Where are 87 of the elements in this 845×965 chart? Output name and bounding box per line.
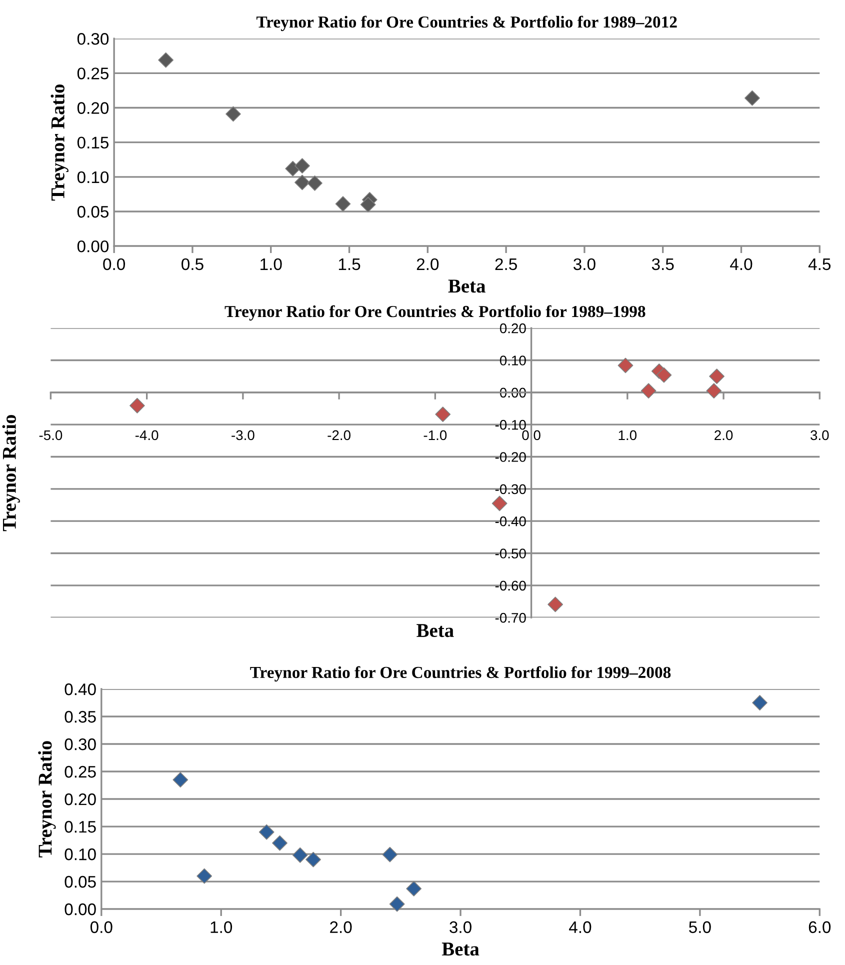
point bbox=[258, 824, 274, 840]
x-tick-label: 2.0 bbox=[416, 258, 439, 270]
chart-title: Treynor Ratio for Ore Countries & Portfolio for 1989–1998 bbox=[224, 305, 646, 321]
x-tick-label: 0.5 bbox=[182, 258, 204, 270]
y-tick-label: 0.00 bbox=[64, 903, 96, 916]
point bbox=[548, 596, 564, 612]
x-tick-label: 3.0 bbox=[450, 921, 472, 934]
y-tick-label: 0.20 bbox=[64, 793, 96, 806]
y-tick-label: 0.30 bbox=[64, 738, 96, 750]
y-axis-title: Treynor Ratio bbox=[2, 414, 20, 532]
y-tick-label: 0.05 bbox=[77, 206, 109, 218]
y-tick-label: -0.50 bbox=[495, 548, 526, 558]
x-tick-label: 2.0 bbox=[714, 430, 733, 440]
x-tick-label: 5.0 bbox=[689, 921, 711, 934]
point bbox=[752, 695, 768, 710]
x-tick-label: 3.5 bbox=[652, 258, 674, 270]
x-tick-label: 1.0 bbox=[210, 921, 232, 934]
point bbox=[335, 196, 351, 212]
y-tick-label: 0.20 bbox=[500, 323, 526, 334]
point bbox=[294, 174, 310, 190]
point bbox=[706, 383, 722, 399]
y-tick-label: -0.40 bbox=[495, 516, 526, 526]
y-tick-label: 0.25 bbox=[64, 766, 96, 778]
y-tick-label: 0.10 bbox=[64, 848, 96, 860]
point bbox=[389, 896, 405, 912]
y-tick-label: 0.40 bbox=[64, 683, 96, 696]
y-tick-label: -0.10 bbox=[495, 420, 526, 430]
x-tick-label: 1.5 bbox=[338, 258, 360, 270]
x-tick-label: -2.0 bbox=[328, 430, 350, 440]
x-tick-label: 0.0 bbox=[90, 921, 112, 934]
y-tick-label: 0.20 bbox=[77, 102, 109, 114]
y-tick-label: 0.00 bbox=[77, 240, 109, 252]
point bbox=[306, 852, 321, 868]
x-tick-label: 1.0 bbox=[260, 258, 282, 270]
y-tick-label: 0.15 bbox=[77, 136, 109, 149]
x-tick-label: 6.0 bbox=[808, 921, 831, 934]
point bbox=[360, 196, 376, 212]
point bbox=[744, 90, 760, 106]
x-tick-label: 4.5 bbox=[808, 258, 831, 270]
y-tick-label: 0.30 bbox=[77, 33, 109, 45]
y-tick-label: -0.70 bbox=[495, 612, 526, 623]
y-tick-label: 0.10 bbox=[500, 356, 526, 366]
y-tick-label: 0.05 bbox=[64, 876, 96, 888]
point bbox=[130, 398, 145, 414]
point bbox=[158, 52, 174, 68]
point bbox=[406, 880, 422, 896]
point bbox=[618, 358, 634, 374]
x-tick-label: 4.0 bbox=[569, 921, 592, 934]
x-tick-label: -1.0 bbox=[424, 430, 447, 440]
point bbox=[640, 383, 656, 399]
chart-title: Treynor Ratio for Ore Countries & Portfolio for 1989–2012 bbox=[256, 16, 677, 32]
y-tick-label: 0.35 bbox=[64, 710, 96, 723]
y-tick-label: 0.25 bbox=[77, 68, 109, 80]
point bbox=[382, 846, 398, 862]
point bbox=[172, 772, 188, 788]
point bbox=[272, 835, 288, 851]
x-tick-label: 1.0 bbox=[618, 430, 637, 440]
y-axis-title: Treynor Ratio bbox=[50, 84, 68, 201]
x-tick-label: 2.0 bbox=[330, 921, 352, 934]
point bbox=[492, 496, 508, 512]
x-tick-label: 2.5 bbox=[495, 258, 517, 270]
x-tick-label: 4.0 bbox=[730, 258, 752, 270]
x-tick-label: 3.0 bbox=[810, 430, 829, 440]
point bbox=[435, 406, 451, 422]
y-tick-label: 0.10 bbox=[77, 171, 109, 184]
x-axis-title: Beta bbox=[448, 280, 486, 293]
y-tick-label: -0.20 bbox=[495, 452, 526, 462]
x-tick-label: -4.0 bbox=[135, 430, 158, 440]
y-tick-label: 0.15 bbox=[64, 820, 96, 833]
point bbox=[226, 106, 241, 122]
y-axis-title: Treynor Ratio bbox=[38, 741, 56, 858]
point bbox=[294, 158, 310, 174]
x-tick-label: -5.0 bbox=[39, 430, 62, 440]
point bbox=[196, 868, 212, 884]
chart-title: Treynor Ratio for Ore Countries & Portfolio for 1999–2008 bbox=[250, 666, 671, 682]
x-tick-label: 3.0 bbox=[574, 258, 596, 270]
x-tick-label: 0.0 bbox=[103, 258, 126, 270]
x-axis-title: Beta bbox=[442, 942, 480, 956]
x-axis-title: Beta bbox=[416, 624, 454, 638]
y-tick-label: -0.60 bbox=[495, 580, 526, 591]
point bbox=[709, 368, 725, 384]
point bbox=[307, 175, 322, 191]
x-tick-label: -3.0 bbox=[232, 430, 254, 440]
y-tick-label: -0.30 bbox=[495, 484, 526, 494]
point bbox=[656, 367, 672, 383]
x-tick-label: 0.0 bbox=[522, 430, 540, 440]
point bbox=[292, 847, 308, 863]
